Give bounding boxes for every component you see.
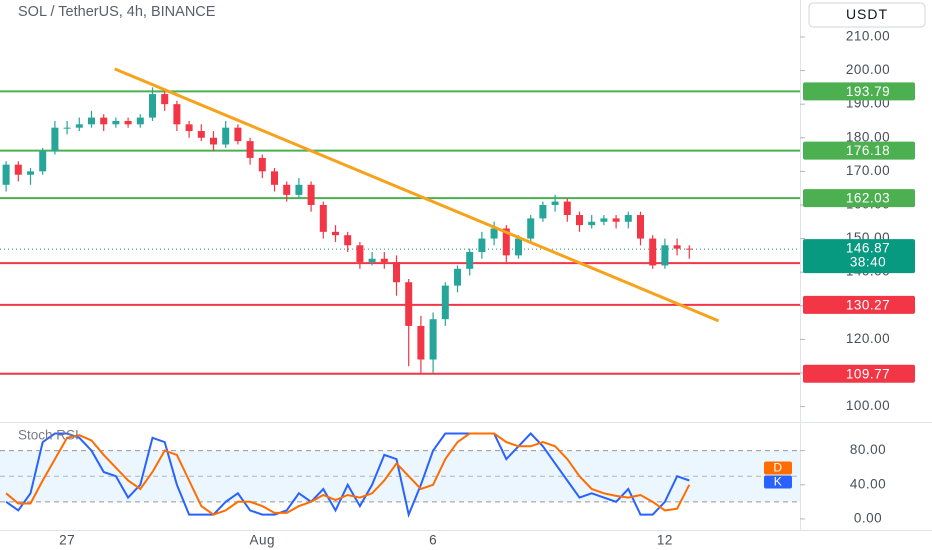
candle-body: [637, 215, 644, 239]
stoch-line: [5, 432, 690, 518]
candle-body: [563, 201, 571, 216]
candle-body: [380, 258, 388, 263]
candle-body: [576, 215, 583, 226]
candle-body: [490, 228, 498, 239]
candle-body: [332, 231, 339, 236]
candle-body: [161, 94, 169, 105]
candle-body: [124, 120, 132, 125]
candle-body: [356, 245, 364, 263]
y-tick-label: 170.00: [846, 163, 890, 178]
candle-body: [271, 171, 278, 185]
candle-body: [588, 221, 596, 226]
legend-box: [764, 461, 792, 475]
candle-body: [527, 218, 535, 239]
candle-body: [539, 204, 547, 219]
stoch-line: [5, 432, 691, 516]
y-tick-label: 210.00: [846, 29, 890, 44]
candle-body: [466, 252, 474, 269]
candle-body: [393, 262, 400, 283]
x-tick-label: Aug: [250, 533, 276, 548]
candle-body: [283, 184, 291, 195]
candle-body: [185, 124, 193, 132]
chart-title: SOL / TetherUS, 4h, BINANCE: [18, 4, 216, 20]
candle-body: [551, 201, 559, 205]
level-label-box: [803, 189, 915, 208]
candle-body: [502, 228, 510, 256]
candle-body: [75, 124, 83, 128]
x-tick-label: 27: [59, 533, 75, 548]
candle-body: [429, 319, 437, 360]
candle-body: [14, 164, 22, 175]
last-price-box: [803, 239, 915, 274]
legend-label: D: [773, 461, 782, 475]
legend-label: K: [774, 475, 783, 489]
currency-label[interactable]: USDT: [846, 6, 888, 22]
candle-body: [295, 184, 303, 195]
candle-body: [319, 204, 327, 232]
candle-body: [149, 94, 156, 118]
candle-body: [136, 117, 144, 125]
candle-body: [478, 238, 486, 252]
x-tick-label: 12: [657, 533, 673, 548]
countdown-label: 38:40: [850, 255, 886, 270]
candle-body: [417, 325, 425, 360]
candle-body: [2, 164, 10, 185]
candle-body: [246, 141, 254, 158]
candle-body: [368, 258, 376, 263]
y-tick-label: 100.00: [846, 398, 890, 413]
candle-body: [222, 127, 230, 145]
level-label: 162.03: [846, 191, 890, 206]
candle-body: [100, 117, 108, 125]
y-tick-label: 80.00: [850, 442, 886, 457]
candle-body: [515, 238, 522, 256]
legend-box: [764, 475, 792, 489]
x-tick-label: 6: [429, 533, 437, 548]
level-label: 176.18: [846, 143, 890, 158]
level-label: 193.79: [846, 84, 890, 99]
candle-body: [649, 238, 657, 266]
candle-body: [441, 285, 449, 320]
candle-body: [51, 127, 59, 152]
candle-body: [258, 157, 266, 172]
candle-body: [112, 120, 120, 125]
y-tick-label: 120.00: [846, 331, 890, 346]
candle-body: [405, 282, 413, 326]
candle-body: [27, 171, 34, 175]
y-tick-label: 40.00: [850, 476, 886, 491]
level-label: 109.77: [846, 366, 890, 381]
candle-body: [673, 245, 681, 249]
candle-body: [234, 127, 242, 142]
y-tick-label: 180.00: [846, 129, 890, 144]
candle-body: [454, 268, 461, 286]
level-label: 130.27: [846, 297, 890, 312]
candle-body: [344, 235, 352, 246]
candle-body: [624, 215, 632, 222]
candle-body: [307, 184, 315, 205]
candle-body: [612, 218, 620, 222]
candle-body: [39, 151, 47, 172]
level-label-box: [803, 82, 915, 101]
candle-body: [88, 117, 95, 125]
plot-layer: 100.00110.00120.00130.00140.00150.00160.…: [0, 29, 915, 548]
currency-button[interactable]: [808, 2, 926, 28]
candle-body: [210, 137, 217, 145]
candle-body: [600, 218, 608, 222]
level-label-box: [803, 141, 915, 160]
y-tick-label: 200.00: [846, 62, 890, 77]
candle-body: [63, 127, 71, 129]
candle-body: [197, 131, 205, 138]
indicator-title: Stoch RSI: [18, 428, 79, 443]
candle-body: [173, 104, 181, 125]
candle-body: [685, 248, 693, 250]
level-label-box: [803, 364, 915, 383]
level-label-box: [803, 295, 915, 314]
y-tick-label: 0.00: [854, 510, 882, 525]
last-price-label: 146.87: [846, 241, 890, 256]
candle-body: [661, 245, 669, 266]
trend-line: [114, 67, 720, 323]
